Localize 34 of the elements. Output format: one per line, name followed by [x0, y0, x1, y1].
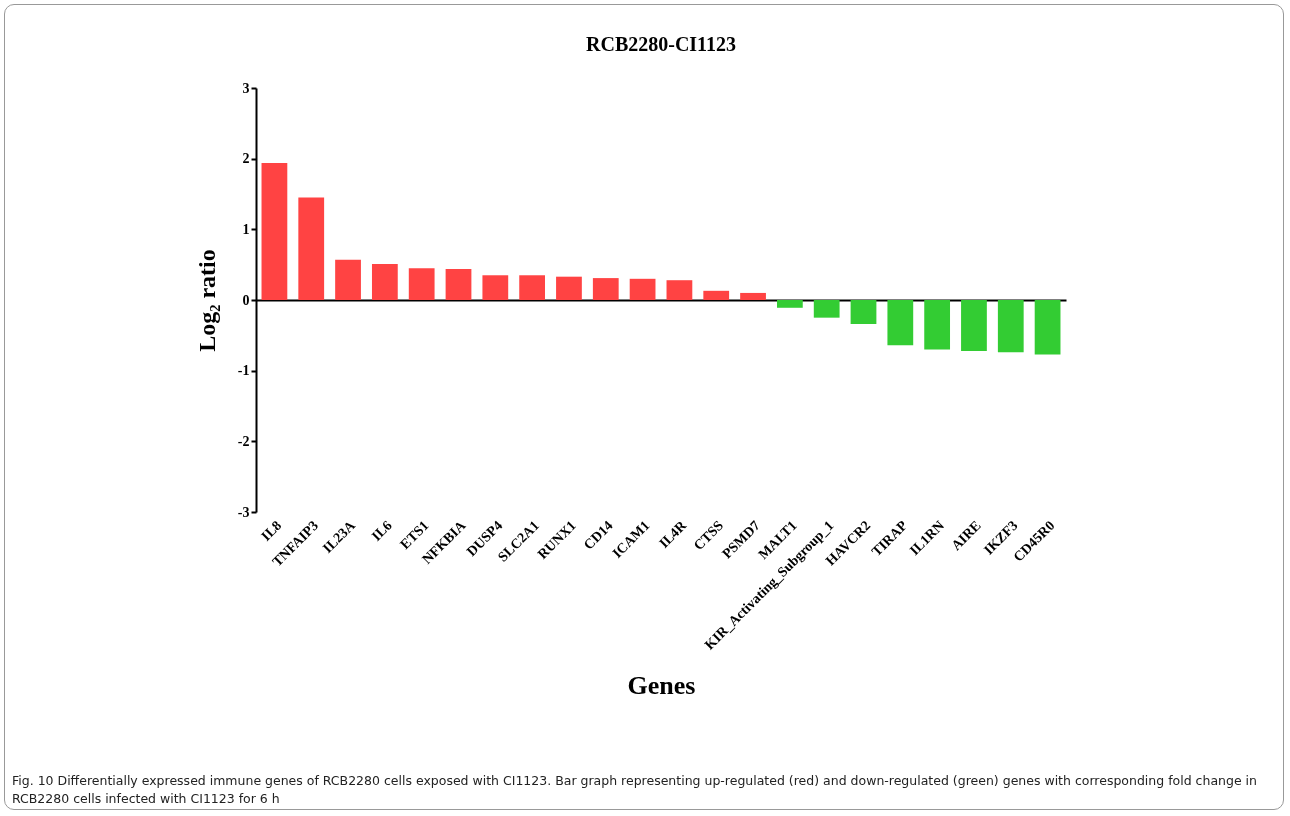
bar	[850, 300, 877, 325]
bar	[261, 162, 288, 300]
bar	[961, 300, 987, 351]
y-tick-label: -1	[237, 363, 250, 379]
bar	[740, 292, 766, 300]
y-tick-label: 2	[242, 151, 250, 167]
chart-title: RCB2280-CI1123	[585, 33, 737, 55]
bar	[298, 197, 325, 300]
bar	[592, 278, 619, 300]
bar	[776, 300, 803, 308]
y-tick-label: 3	[242, 80, 250, 96]
caption: Fig. 10 Differentially expressed immune genes of RCB2280 cells exposed with CI1123. Bar graph representing up-regulated (red) and down-regulated (green) genes with corresponding fold change in RCB2280 cells infected with CI1123 for 6 h	[12, 772, 1258, 808]
x-axis-title: Genes	[627, 670, 696, 700]
bar	[519, 275, 546, 300]
bar	[924, 300, 951, 350]
bar	[813, 300, 840, 318]
bar	[666, 280, 693, 300]
y-tick-label: -2	[237, 433, 250, 449]
bar	[703, 290, 730, 300]
x-tick-label: IL6	[368, 517, 395, 544]
bar	[1034, 300, 1061, 355]
y-axis-title: Log₂ ratio	[193, 249, 220, 352]
bar	[556, 276, 582, 300]
bar	[335, 259, 361, 300]
bar	[887, 300, 914, 346]
bar	[371, 263, 398, 300]
y-tick-label: 0	[242, 292, 250, 308]
bar	[997, 300, 1024, 353]
bar	[629, 278, 656, 300]
bar	[482, 275, 509, 300]
y-tick-label: -3	[237, 504, 250, 520]
bar	[408, 268, 435, 300]
y-tick-label: 1	[242, 221, 250, 237]
bar	[445, 268, 472, 300]
